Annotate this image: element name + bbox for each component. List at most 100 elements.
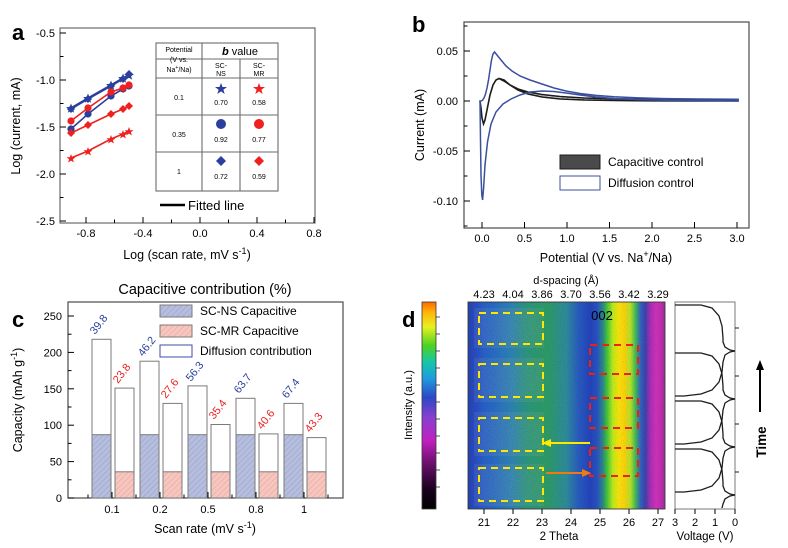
panel-a-ytick-3: -2.0: [36, 169, 55, 181]
panel-b: b 0.05 0.00 -0.05 -0.10: [394, 0, 788, 272]
bar-ns-capacitive-4: [283, 434, 304, 499]
yellow-box-0: [478, 312, 544, 345]
bar-group-3: 63.7 40.6: [232, 372, 279, 499]
table-row-1-potential: 0.35: [172, 132, 186, 139]
panel-a-ytick-2: -1.5: [36, 122, 55, 134]
panel-d-toptick-1: 4.04: [502, 289, 523, 301]
voltage-curve-charge: [675, 304, 736, 496]
panel-d-xtick-1: 22: [507, 517, 519, 529]
panel-d-xtick-2: 23: [536, 517, 548, 529]
table-header-scns-l1: SC-: [215, 63, 228, 70]
legend-label-scns: SC-NS Capacitive: [200, 304, 297, 318]
intensity-colorbar: [421, 301, 437, 510]
bar-ns-capacitive-0: [91, 434, 112, 499]
panel-d-toptick-3: 3.70: [560, 289, 581, 301]
table-marker-circle-blue: [216, 119, 226, 129]
panel-a-y-ticks: [60, 32, 66, 222]
panel-c-y-ticks: [68, 315, 74, 499]
voltage-axis-title: Voltage (V): [677, 531, 734, 543]
colorbar-ticks: [436, 316, 440, 488]
table-marker-diamond-red: [254, 156, 264, 166]
panel-d-xtick-6: 27: [652, 517, 664, 529]
panel-d-xtick-3: 24: [565, 517, 577, 529]
arrow-right-head: [582, 469, 591, 477]
red-box-0: [589, 344, 639, 375]
table-row-0-scmr: 0.58: [252, 100, 266, 107]
time-arrow-head: [756, 360, 764, 370]
panel-b-ytick-1: 0.00: [437, 96, 458, 108]
voltage-curve-discharge: [675, 350, 736, 509]
legend-label-diffusion: Diffusion control: [608, 176, 694, 190]
panel-a-data: [66, 70, 134, 163]
panel-d-heatmap: [468, 302, 665, 509]
voltage-profile-frame: [674, 301, 736, 510]
panel-b-xtick-5: 2.5: [687, 233, 702, 245]
heatmap-dark-speckle: [626, 302, 665, 509]
panel-d-letter: d: [402, 307, 415, 332]
arrow-left-head: [542, 439, 551, 447]
panel-a-yaxis-title: Log (current, mA): [9, 77, 23, 174]
panel-c-xtick-1: 0.2: [152, 504, 167, 516]
panel-b-xtick-4: 2.0: [644, 233, 659, 245]
table-row-2-scmr: 0.59: [252, 174, 266, 181]
panel-b-xtick-1: 0.5: [517, 233, 532, 245]
table-header-bvalue: b value: [222, 46, 258, 58]
panel-d-xtick-4: 25: [594, 517, 606, 529]
red-box-2: [589, 447, 639, 477]
table-row-2-scns: 0.72: [214, 174, 228, 181]
panel-c-xaxis-title: Scan rate (mV s-1): [154, 520, 256, 536]
panel-c-ytick-3: 150: [44, 384, 62, 396]
panel-b-ytick-3: -0.10: [433, 196, 458, 208]
red-box-1: [589, 397, 639, 429]
panel-c-xtick-0: 0.1: [104, 504, 119, 516]
bar-mr-capacitive-4: [306, 471, 327, 499]
panel-c-xtick-3: 0.8: [248, 504, 263, 516]
panel-c-ytick-0: 0: [56, 493, 62, 505]
voltage-y-ticks: [735, 327, 739, 473]
panel-d-toptick-0: 4.23: [473, 289, 494, 301]
panel-d-xtick-5: 26: [623, 517, 635, 529]
table-header-scmr-l2: MR: [254, 71, 265, 78]
voltage-xtick-2: 1: [712, 517, 718, 529]
table-header-potential-l1: Potential: [165, 47, 193, 54]
time-label: Time: [754, 426, 769, 458]
panel-d-toptick-5: 3.42: [618, 289, 639, 301]
time-axis: Time: [754, 360, 769, 458]
panel-b-letter: b: [412, 12, 425, 37]
panel-d-bottom-axis-title: 2 Theta: [540, 531, 579, 543]
panel-a-xtick-3: 0.4: [249, 228, 264, 240]
panel-a-xtick-2: 0.0: [192, 228, 207, 240]
panel-d-intensity-label: Intensity (a.u.): [403, 370, 415, 440]
bar-mr-capacitive-3: [258, 471, 279, 499]
voltage-x-ticks: [674, 509, 736, 514]
panel-a-xtick-0: -0.8: [77, 228, 96, 240]
markers-scmr-diamond: [67, 102, 133, 137]
legend-swatch-scmr: [159, 324, 193, 338]
panel-b-ytick-2: -0.05: [433, 146, 458, 158]
panel-c-ytick-5: 250: [44, 311, 62, 323]
yellow-dashed-regions: [478, 312, 544, 502]
table-outline: [155, 42, 279, 192]
table-marker-star-red: [253, 83, 265, 94]
panel-b-xtick-3: 1.5: [602, 233, 617, 245]
panel-c-x-ticks: [87, 492, 329, 498]
panel-d-toptick-4: 3.56: [589, 289, 610, 301]
table-header-potential-l2: (V vs.: [170, 57, 188, 64]
table-header-potential-l3: Na+/Na): [166, 65, 191, 74]
bar-group-0: 39.8 23.8: [88, 313, 135, 499]
annotation-arrows: [542, 439, 591, 477]
panel-a-xtick-4: 0.8: [306, 228, 321, 240]
panel-b-y-ticks: [464, 25, 470, 227]
table-header-scns-l2: NS: [216, 71, 226, 78]
voltage-xtick-0: 3: [672, 517, 678, 529]
panel-a-svg: a -0.5 -1.0 -1.5 -2.0 -2.5: [9, 20, 322, 262]
panel-a-xtick-1: -0.4: [134, 228, 153, 240]
bar-ns-capacitive-3: [235, 434, 256, 499]
panel-b-xtick-2: 1.0: [559, 233, 574, 245]
markers-scns-diamond: [67, 70, 133, 113]
panel-b-xtick-0: 0.0: [474, 233, 489, 245]
markers-scmr-star-low: [66, 127, 134, 163]
panel-c-letter: c: [12, 307, 24, 332]
panel-a-ytick-4: -2.5: [36, 216, 55, 228]
